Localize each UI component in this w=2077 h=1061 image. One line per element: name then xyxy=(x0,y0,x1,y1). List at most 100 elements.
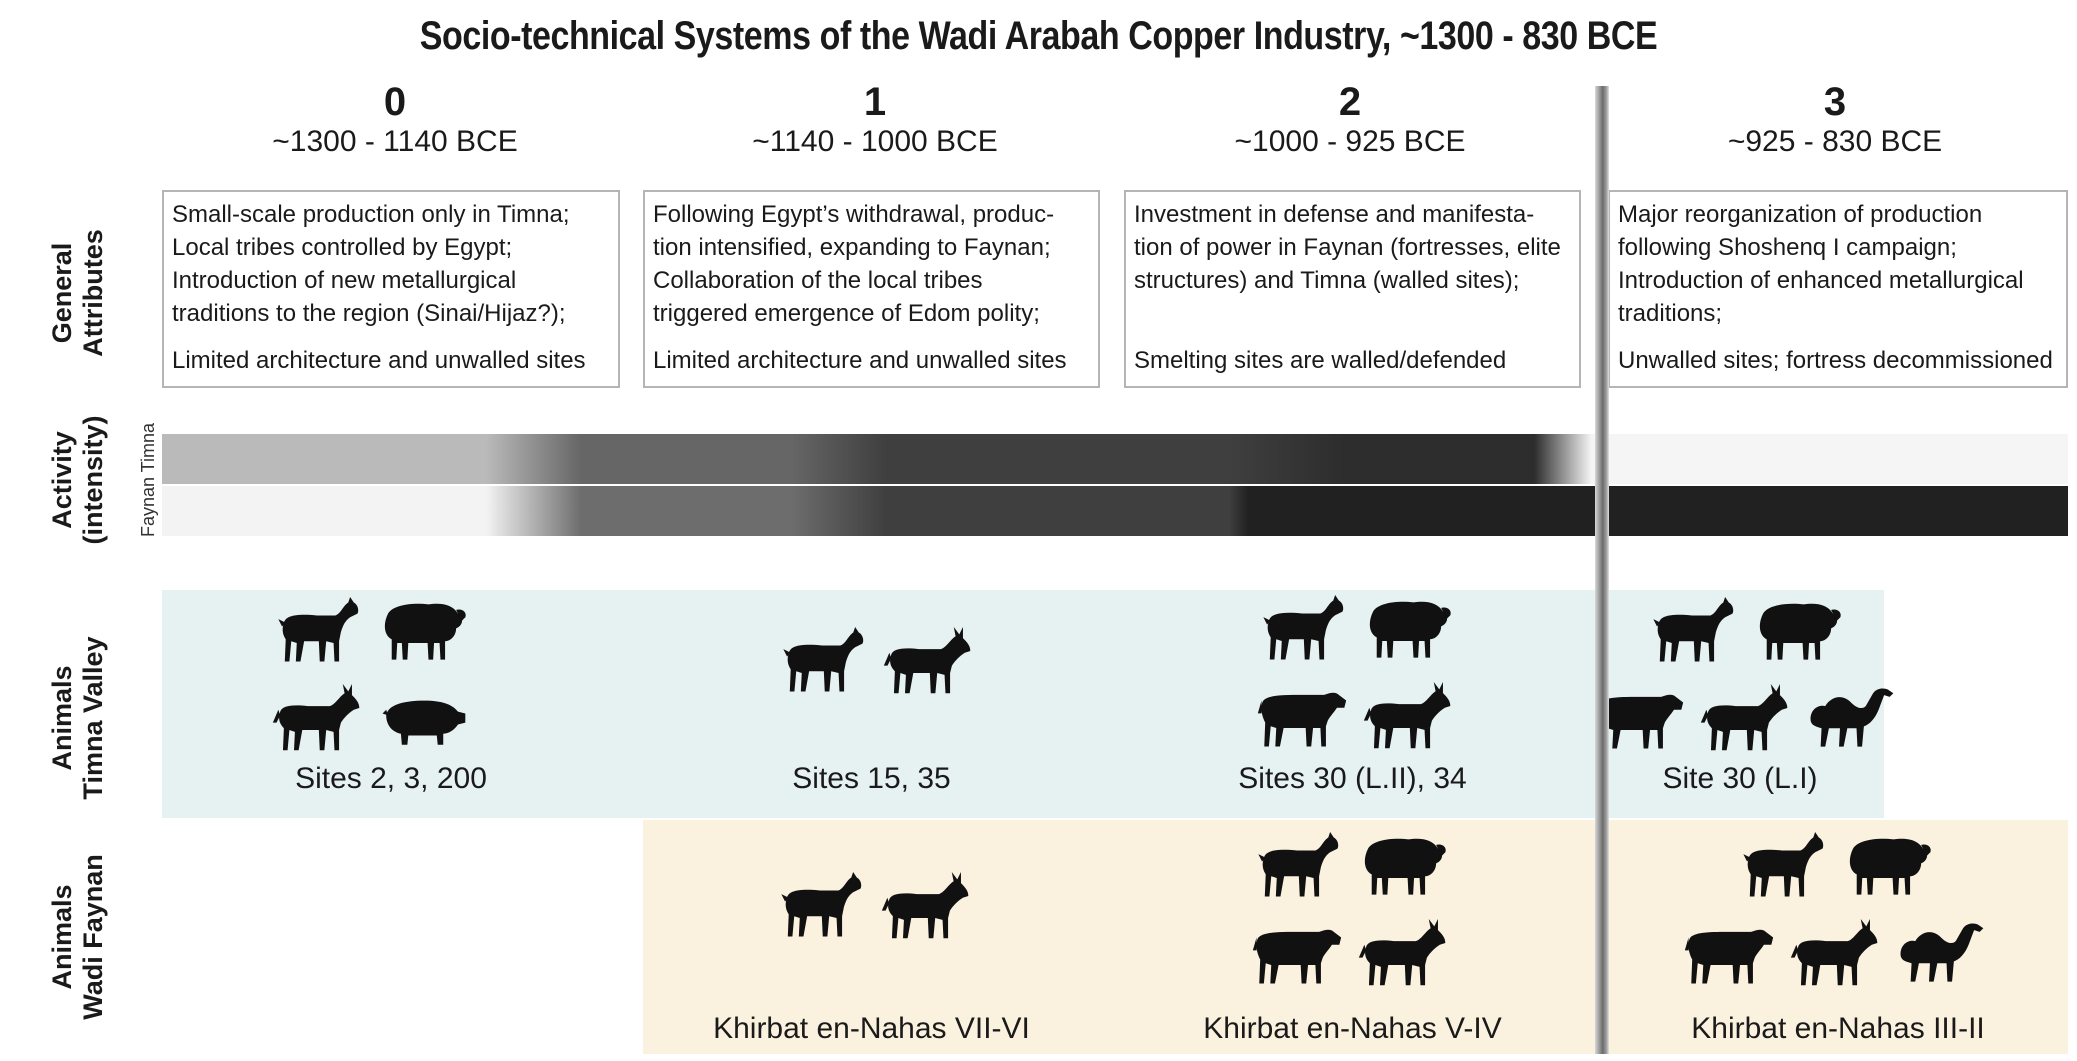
row-label-activity: Activity (intensity) xyxy=(47,380,113,580)
goat-icon xyxy=(774,870,866,949)
faynan-animals-period-2 xyxy=(1245,830,1455,995)
goat-icon xyxy=(271,595,363,674)
period-2-header: 2 ~1000 - 925 BCE xyxy=(1120,80,1580,159)
animal-row xyxy=(1256,680,1454,759)
attribute-line: Introduction of new metallurgical xyxy=(172,267,517,294)
attribute-line: triggered emergence of Edom polity; xyxy=(653,300,1040,327)
activity-band-timna xyxy=(162,434,2068,484)
attribute-footer: Limited architecture and unwalled sites xyxy=(172,347,586,374)
row-label-line: General xyxy=(47,242,77,344)
attribute-line: Introduction of enhanced metallurgical xyxy=(1618,267,2024,294)
period-3-header: 3 ~925 - 830 BCE xyxy=(1610,80,2060,159)
donkey-icon xyxy=(1699,682,1791,761)
attribute-line: Following Egypt’s withdrawal, produc- xyxy=(653,201,1055,228)
donkey-icon xyxy=(1357,917,1449,996)
animals-faynan-zone xyxy=(643,820,2068,1054)
animal-row xyxy=(1736,830,1934,909)
attribute-line: Collaboration of the local tribes xyxy=(653,267,983,294)
diagram-title: Socio-technical Systems of the Wadi Arab… xyxy=(419,14,1658,58)
attribute-line: structures) and Timna (walled sites); xyxy=(1134,267,1520,294)
donkey-icon xyxy=(1789,917,1881,996)
attribute-line: Local tribes controlled by Egypt; xyxy=(172,234,513,261)
attribute-line: tion of power in Faynan (fortresses, eli… xyxy=(1134,234,1561,261)
period-divider xyxy=(1595,86,1609,1054)
timna-animals-period-3 xyxy=(1594,595,1894,760)
faynan-sites-period-3: Khirbat en-Nahas III-II xyxy=(1691,1012,1985,1045)
goat-icon xyxy=(1251,830,1343,909)
animal-row xyxy=(1593,682,1897,761)
period-number: 1 xyxy=(863,80,887,124)
timna-animals-period-1 xyxy=(770,625,980,705)
donkey-icon xyxy=(880,870,972,949)
animal-row xyxy=(1646,595,1844,674)
sheep-icon xyxy=(377,595,469,674)
attribute-line: traditions; xyxy=(1618,300,1723,327)
timna-animals-period-2 xyxy=(1250,593,1460,758)
goat-icon xyxy=(1256,593,1348,672)
row-label-line: Wadi Faynan xyxy=(78,854,108,1020)
attribute-box-period-2: Investment in defense and manifesta- tio… xyxy=(1124,190,1581,388)
cattle-icon xyxy=(1251,917,1343,996)
period-0-header: 0 ~1300 - 1140 BCE xyxy=(160,80,630,159)
sheep-icon xyxy=(1357,830,1449,909)
animal-row xyxy=(1683,917,1987,996)
pig-icon xyxy=(377,682,469,761)
timna-animals-period-0 xyxy=(265,595,475,760)
period-number: 3 xyxy=(1823,80,1847,124)
attribute-box-period-3: Major reorganization of production follo… xyxy=(1608,190,2068,388)
attribute-line: Small-scale production only in Timna; xyxy=(172,201,570,228)
attribute-box-period-0: Small-scale production only in Timna; Lo… xyxy=(162,190,620,388)
timna-sites-period-2: Sites 30 (L.II), 34 xyxy=(1238,762,1467,795)
faynan-animals-period-3 xyxy=(1684,830,1984,995)
timna-sites-period-1: Sites 15, 35 xyxy=(792,762,951,795)
attribute-footer: Unwalled sites; fortress decommissioned xyxy=(1618,347,2053,374)
row-label-line: Attributes xyxy=(78,229,108,357)
row-label-line: Timna Valley xyxy=(78,636,108,800)
animal-row xyxy=(774,870,972,949)
cattle-icon xyxy=(1683,917,1775,996)
period-number: 0 xyxy=(383,80,407,124)
goat-icon xyxy=(1736,830,1828,909)
animal-row xyxy=(1256,593,1454,672)
row-label-animals-timna: Animals Timna Valley xyxy=(47,618,113,818)
period-dates: ~925 - 830 BCE xyxy=(1727,125,1943,158)
faynan-sites-period-2: Khirbat en-Nahas V-IV xyxy=(1203,1012,1502,1045)
attribute-line: Major reorganization of production xyxy=(1618,201,1983,228)
period-dates: ~1300 - 1140 BCE xyxy=(272,125,518,158)
attribute-box-period-1: Following Egypt’s withdrawal, produc- ti… xyxy=(643,190,1100,388)
timna-sites-period-3: Site 30 (L.I) xyxy=(1662,762,1818,795)
row-label-line: Activity xyxy=(47,431,77,529)
attribute-line: traditions to the region (Sinai/Hijaz?); xyxy=(172,300,566,327)
donkey-icon xyxy=(882,625,974,704)
period-dates: ~1140 - 1000 BCE xyxy=(752,125,998,158)
camel-icon xyxy=(1895,917,1987,996)
attribute-footer: Smelting sites are walled/defended xyxy=(1134,347,1507,374)
goat-icon xyxy=(776,625,868,704)
animal-row xyxy=(271,682,469,761)
activity-band-faynan xyxy=(162,486,2068,536)
period-1-header: 1 ~1140 - 1000 BCE xyxy=(640,80,1110,159)
period-number: 2 xyxy=(1338,80,1362,124)
animal-row xyxy=(271,595,469,674)
timna-sites-period-0: Sites 2, 3, 200 xyxy=(295,762,487,795)
sheep-icon xyxy=(1362,593,1454,672)
camel-icon xyxy=(1805,682,1897,761)
period-dates: ~1000 - 925 BCE xyxy=(1234,125,1466,158)
sheep-icon xyxy=(1842,830,1934,909)
attribute-line: tion intensified, expanding to Faynan; xyxy=(653,234,1051,261)
attribute-line: Investment in defense and manifesta- xyxy=(1134,201,1535,228)
donkey-icon xyxy=(1362,680,1454,759)
attribute-line: following Shoshenq I campaign; xyxy=(1618,234,1957,261)
row-label-line: (intensity) xyxy=(78,415,108,545)
row-label-line: Animals xyxy=(47,665,77,771)
activity-sub-label: Faynan Timna xyxy=(138,422,158,538)
cattle-icon xyxy=(1256,680,1348,759)
faynan-animals-period-1 xyxy=(768,870,978,950)
goat-icon xyxy=(1646,595,1738,674)
faynan-sites-period-1: Khirbat en-Nahas VII-VI xyxy=(713,1012,1030,1045)
animal-row xyxy=(1251,917,1449,996)
row-label-animals-faynan: Animals Wadi Faynan xyxy=(47,837,113,1037)
animal-row xyxy=(776,625,974,704)
row-label-line: Animals xyxy=(47,884,77,990)
sheep-icon xyxy=(1752,595,1844,674)
